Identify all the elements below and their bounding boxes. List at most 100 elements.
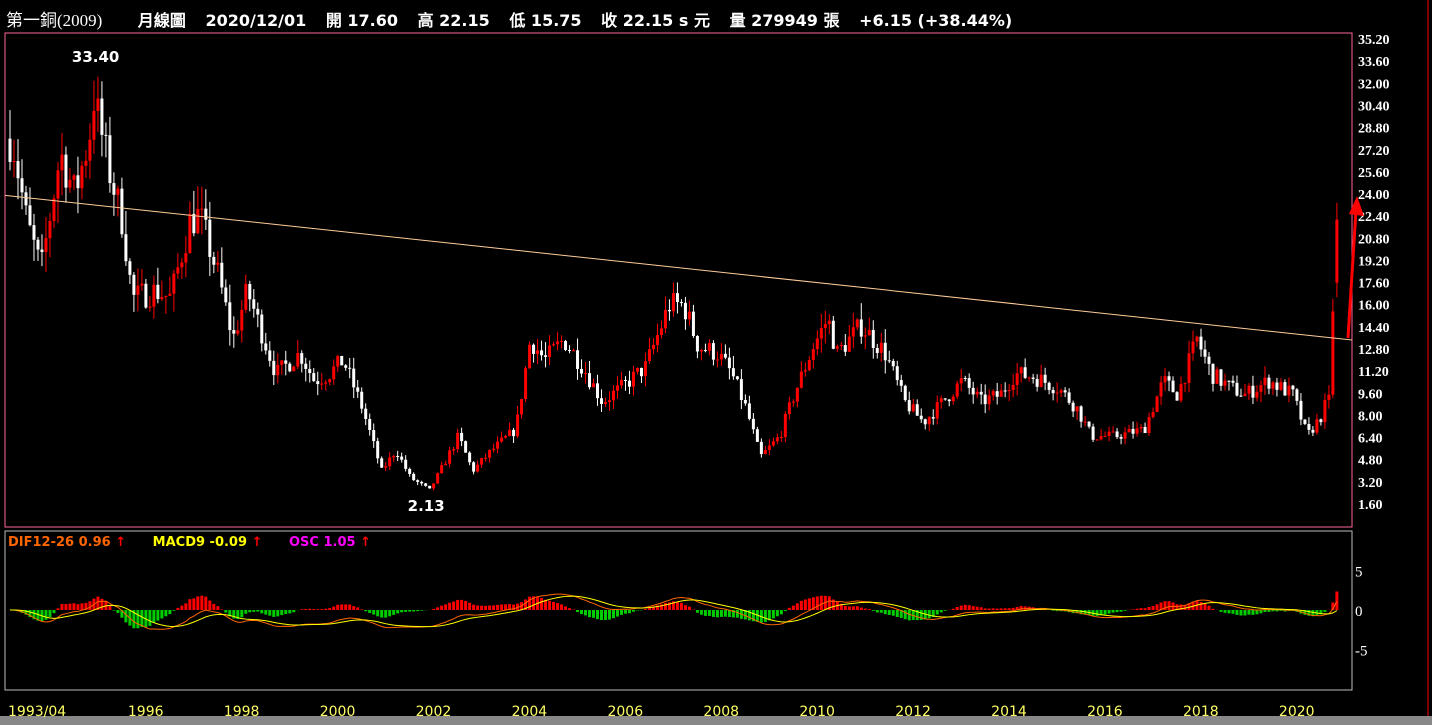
date-tick-label: 2004 [512,704,548,720]
osc-bar [1335,591,1339,610]
osc-bar [476,605,480,610]
date-tick-label: 2012 [895,704,931,720]
osc-bar [651,606,655,610]
osc-bar [1111,610,1115,613]
candle-body [192,213,196,234]
candle-body [955,383,959,397]
osc-bar [36,610,40,621]
candle-body [252,299,256,309]
candle-body [84,160,88,166]
osc-bar [735,610,739,618]
date-tick-label: 2020 [1279,704,1315,720]
candle-body [691,311,695,336]
date-tick-label: 1998 [224,704,260,720]
candle-body [32,225,36,240]
candle-body [847,336,851,352]
osc-bar [727,610,731,617]
candle-body [332,366,336,380]
osc-bar [631,610,635,612]
osc-bar [336,604,340,610]
candle-body [999,390,1003,397]
candle-body [284,360,288,364]
date-tick-label: 2016 [1087,704,1123,720]
osc-bar [611,610,615,619]
candle-body [16,161,20,179]
osc-bar [675,601,679,610]
osc-bar [907,610,911,621]
candle-body [76,175,80,189]
period-label: 月線圖 [137,11,186,30]
candle-body [1239,395,1243,397]
candle-body [128,261,132,275]
candle-body [1327,394,1331,400]
price-tick-label: 24.00 [1358,188,1390,203]
osc-bar [304,608,308,610]
candle-body [56,170,60,199]
candle-body [1103,436,1107,438]
candle-body [643,361,647,377]
candle-body [935,402,939,419]
osc-bar [615,610,619,617]
osc-bar [156,610,160,621]
candle-body [1175,392,1179,401]
candle-body [132,274,136,295]
candle-body [80,165,84,189]
candle-body [711,343,715,360]
osc-bar [659,604,663,610]
candle-body [1247,385,1251,394]
osc-bar [743,610,747,620]
osc-bar [1251,610,1255,615]
candle-body [236,330,240,334]
candle-body [264,343,268,351]
osc-bar [444,604,448,610]
candle-body [144,283,148,308]
osc-bar [1247,610,1251,615]
osc-bar [300,609,304,610]
candle-body [763,450,767,455]
osc-bar [148,610,152,626]
candle-body [991,391,995,396]
candle-body [1231,380,1235,383]
candle-body [72,175,76,180]
candle-body [915,404,919,416]
candle-body [1135,428,1139,434]
osc-bar [887,610,891,615]
candle-body [815,338,819,350]
date-tick-label: 2010 [799,704,835,720]
candle-body [308,368,312,374]
osc-bar [1051,610,1055,611]
candle-body [188,213,192,254]
candle-body [456,432,460,450]
candle-body [344,365,348,368]
osc-bar [983,608,987,610]
osc-bar [975,606,979,610]
osc-bar [895,610,899,618]
osc-bar [955,607,959,610]
osc-bar [412,610,416,612]
candle-body [556,341,560,345]
osc-bar [456,599,460,610]
candle-body [1131,428,1135,434]
candle-body [208,219,212,257]
price-tick-label: 19.20 [1358,254,1390,269]
osc-bar [1055,610,1059,612]
osc-bar [396,610,400,614]
candle-body [560,340,564,342]
osc-bar [464,600,468,610]
osc-bar [723,610,727,617]
osc-bar [508,604,512,610]
osc-bar [576,610,580,613]
candle-body [951,396,955,402]
candle-body [404,459,408,469]
candle-body [1075,406,1079,412]
candle-body [1023,367,1027,378]
candle-body [1191,341,1195,354]
osc-bar [496,604,500,610]
candle-body [811,349,815,361]
osc-bar [528,596,532,610]
osc-bar [224,610,228,613]
osc-bar [1115,610,1119,613]
candle-body [947,399,951,402]
stock-name: 第一銅(2009) [6,11,103,30]
